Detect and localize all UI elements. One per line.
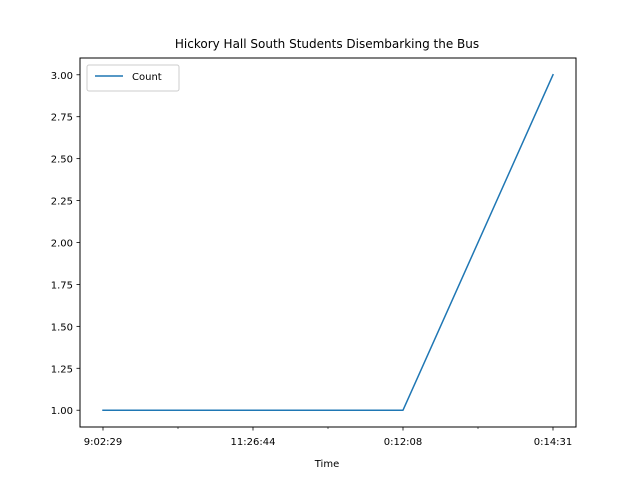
x-tick-label: 11:26:44 [231,437,276,448]
x-tick-label: 9:02:29 [84,437,123,448]
y-axis: 1.00 1.25 1.50 1.75 2.00 2.25 2.50 2.75 3.00 [51,71,80,417]
y-tick-label: 2.75 [51,113,73,124]
x-tick-label: 0:12:08 [384,437,423,448]
plot-area [79,57,577,428]
x-tick-label: 0:14:31 [534,437,573,448]
x-axis-label: Time [314,459,339,470]
y-tick-label: 1.00 [51,406,73,417]
series-line-count [102,73,554,411]
y-tick-label: 1.75 [51,280,73,291]
x-axis: 9:02:29 11:26:44 0:12:08 0:14:31 [84,427,573,448]
legend-label: Count [132,72,162,83]
series-layer [102,73,554,411]
y-tick-label: 2.25 [51,197,73,208]
y-tick-label: 3.00 [51,71,73,82]
y-tick-label: 1.25 [51,364,73,375]
legend: Count [86,64,180,92]
y-tick-label: 2.50 [51,155,73,166]
legend-box [86,64,180,92]
y-tick-label: 2.00 [51,239,73,250]
chart-title: Hickory Hall South Students Disembarking… [175,37,479,51]
y-tick-label: 1.50 [51,322,73,333]
